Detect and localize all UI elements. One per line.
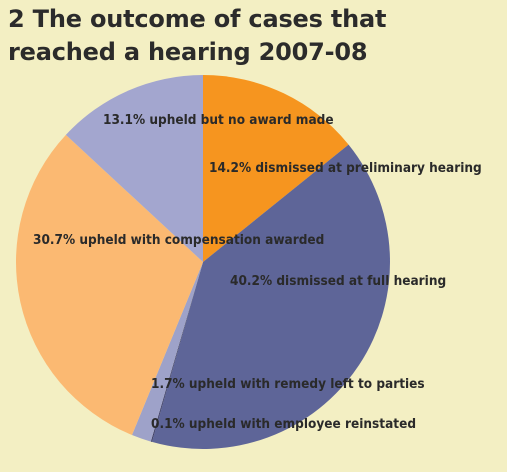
pie-slice-1 (203, 75, 349, 262)
chart-title-line-2: reached a hearing 2007-08 (8, 38, 368, 66)
slice-label-3: 0.1% upheld with employee reinstated (151, 416, 416, 432)
slice-label-6: 13.1% upheld but no award made (103, 112, 334, 128)
slice-label-5: 30.7% upheld with compensation awarded (33, 232, 324, 248)
pie-slice-6 (65, 75, 203, 262)
pie-slice-2 (151, 144, 390, 449)
pie-labels: 14.2% dismissed at preliminary hearing 40… (33, 112, 482, 432)
pie-slices (15, 75, 390, 449)
pie-slice-5 (15, 134, 204, 435)
slice-label-4: 1.7% upheld with remedy left to parties (151, 376, 425, 392)
slice-label-2: 40.2% dismissed at full hearing (230, 273, 446, 289)
slice-label-1: 14.2% dismissed at preliminary hearing (209, 160, 482, 176)
pie-slice-4 (131, 262, 203, 442)
chart-title-line-1: 2 The outcome of cases that (8, 5, 387, 33)
pie-slice-3 (150, 262, 203, 442)
